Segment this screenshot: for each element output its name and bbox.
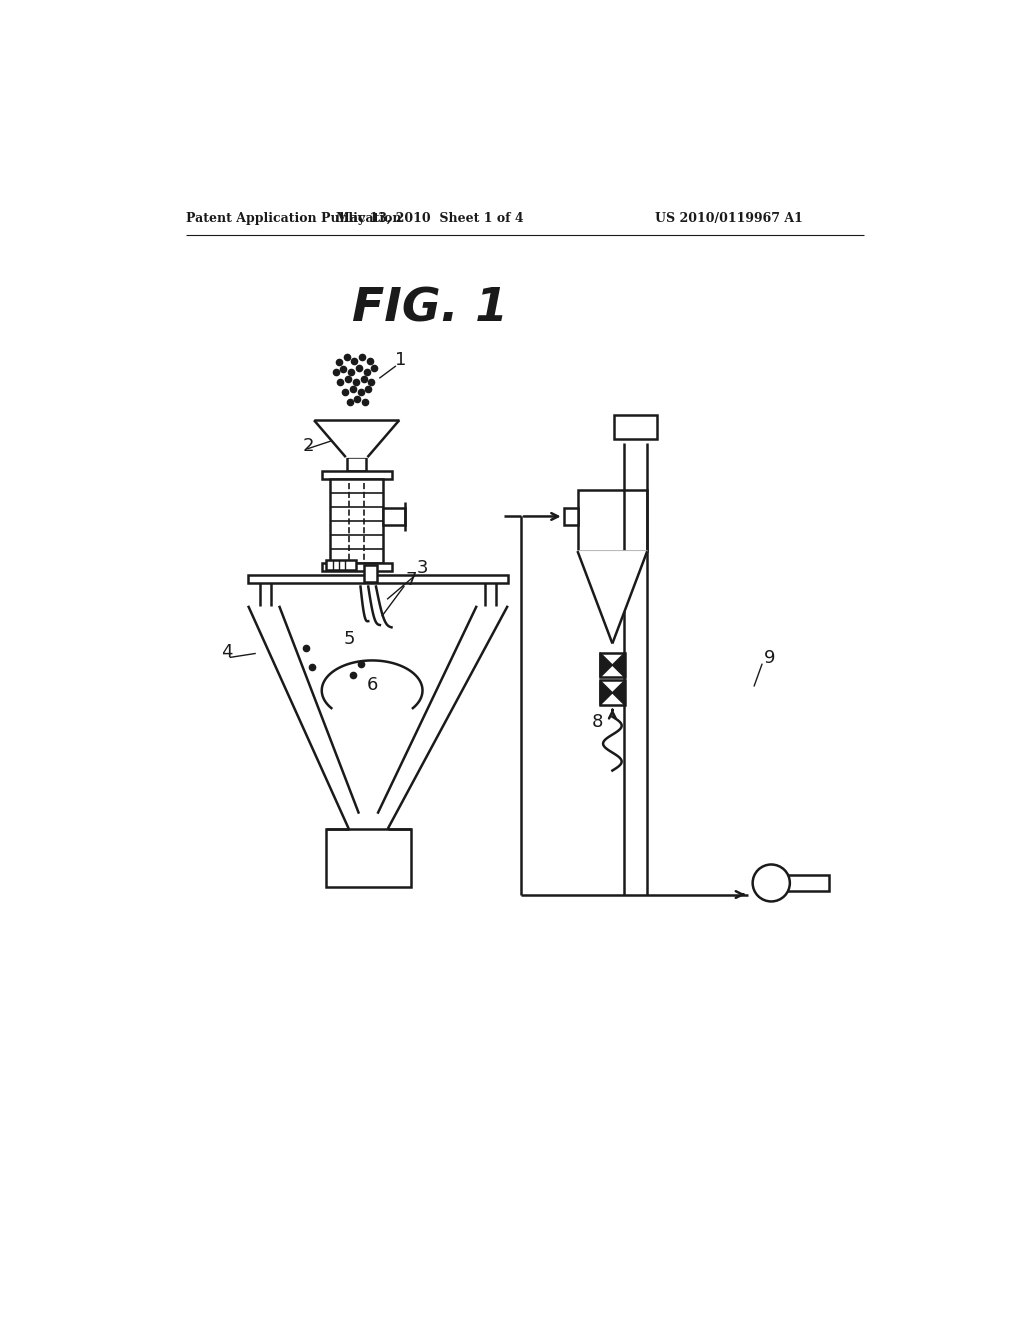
Text: 6: 6: [367, 676, 378, 694]
Polygon shape: [578, 552, 647, 644]
Text: 2: 2: [302, 437, 314, 455]
Bar: [600, 653, 625, 677]
Bar: [248, 576, 508, 582]
Polygon shape: [612, 681, 625, 705]
Text: Patent Application Publication: Patent Application Publication: [186, 213, 401, 224]
Bar: [365, 565, 377, 582]
Bar: [327, 560, 356, 570]
Text: 5: 5: [343, 630, 355, 648]
Circle shape: [753, 865, 790, 902]
Polygon shape: [612, 653, 625, 677]
Polygon shape: [314, 420, 399, 457]
Bar: [614, 414, 657, 440]
Bar: [322, 471, 391, 479]
Text: 8: 8: [592, 713, 603, 731]
Bar: [563, 508, 578, 525]
Bar: [600, 681, 625, 705]
Text: 7: 7: [406, 572, 417, 589]
Text: 9: 9: [764, 648, 775, 667]
Bar: [578, 490, 647, 552]
Text: 3: 3: [417, 558, 428, 577]
Bar: [347, 457, 366, 471]
Text: US 2010/0119967 A1: US 2010/0119967 A1: [655, 213, 803, 224]
Text: FIG. 1: FIG. 1: [352, 286, 508, 331]
Text: May 13, 2010  Sheet 1 of 4: May 13, 2010 Sheet 1 of 4: [337, 213, 524, 224]
Polygon shape: [600, 681, 612, 705]
Polygon shape: [600, 653, 612, 677]
Bar: [383, 508, 404, 525]
Text: 4: 4: [221, 643, 232, 661]
Bar: [331, 479, 383, 564]
Bar: [326, 829, 411, 887]
Bar: [322, 564, 391, 572]
Bar: [786, 875, 828, 891]
Text: 1: 1: [395, 351, 407, 368]
